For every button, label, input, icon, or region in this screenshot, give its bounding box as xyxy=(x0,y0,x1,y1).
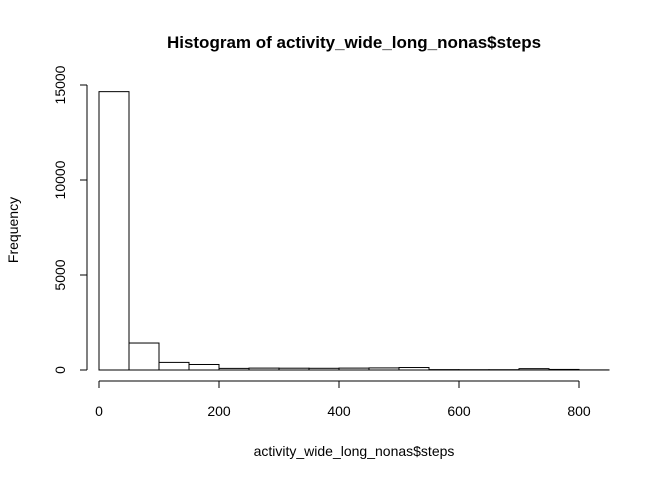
histogram-bar xyxy=(368,367,400,371)
histogram-bar xyxy=(278,367,310,371)
y-tick-label: 15000 xyxy=(52,65,68,104)
histogram-bar xyxy=(98,91,130,371)
histogram-bar xyxy=(398,367,430,371)
chart-title: Histogram of activity_wide_long_nonas$st… xyxy=(167,33,541,52)
histogram-bar xyxy=(248,367,280,371)
x-tick-label: 0 xyxy=(95,403,103,419)
y-axis-label: Frequency xyxy=(5,197,21,263)
x-tick-label: 800 xyxy=(567,403,591,419)
histogram-bar xyxy=(218,367,250,371)
histogram-bar xyxy=(338,367,370,371)
x-tick-label: 400 xyxy=(327,403,351,419)
histogram-bars xyxy=(98,91,610,371)
x-axis-label: activity_wide_long_nonas$steps xyxy=(254,443,455,459)
x-axis: 0 200 400 600 800 xyxy=(95,380,591,419)
x-tick-label: 600 xyxy=(447,403,471,419)
y-tick-label: 0 xyxy=(52,366,68,374)
y-axis: 0 5000 10000 15000 xyxy=(52,65,88,374)
histogram-bar xyxy=(128,342,160,371)
x-tick-label: 200 xyxy=(207,403,231,419)
histogram-bar xyxy=(158,361,190,371)
histogram-bar xyxy=(188,363,220,371)
y-tick-label: 5000 xyxy=(52,259,68,290)
histogram-bar xyxy=(518,368,550,371)
histogram-bar xyxy=(308,367,340,371)
y-tick-label: 10000 xyxy=(52,160,68,199)
histogram-bar xyxy=(548,368,580,371)
